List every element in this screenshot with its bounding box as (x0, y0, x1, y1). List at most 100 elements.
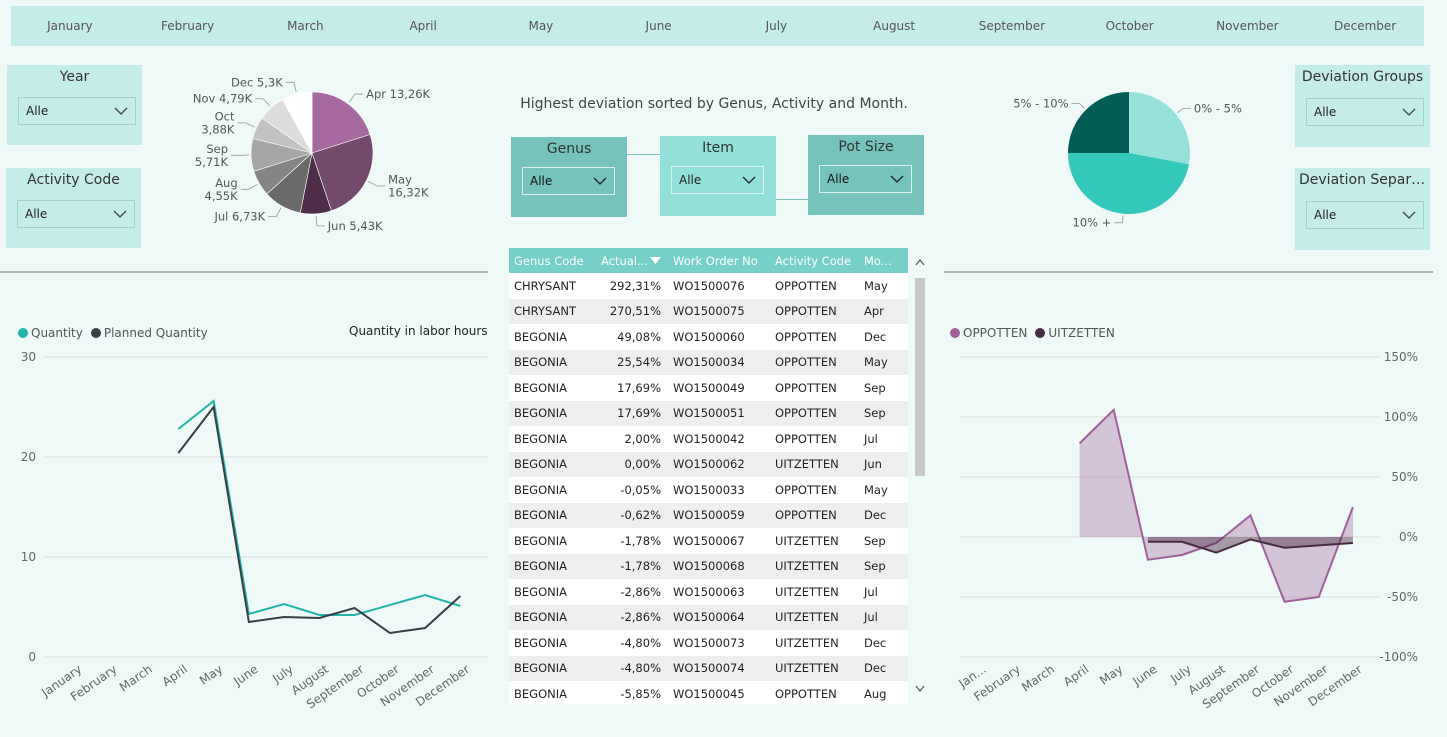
pie-leader-line (1114, 215, 1124, 224)
x-tick-label: June (1129, 662, 1159, 689)
table-row[interactable]: CHRYSANT 292,31% WO1500076 OPPOTTEN May (509, 273, 908, 299)
table-cell: -5,85% (620, 686, 661, 701)
month-button-may[interactable]: May (528, 19, 554, 33)
pie-leader-line (285, 81, 297, 93)
table-row[interactable]: BEGONIA -0,05% WO1500033 OPPOTTEN May (509, 477, 908, 503)
table-row[interactable]: BEGONIA 2,00% WO1500042 OPPOTTEN Jul (509, 426, 908, 452)
month-button-january[interactable]: January (47, 19, 93, 33)
table-row[interactable]: BEGONIA 25,54% WO1500034 OPPOTTEN May (509, 349, 908, 375)
pie-slice-label: Sep 5,71K (195, 142, 229, 169)
sort-descending-icon (650, 256, 661, 264)
table-cell: Apr (859, 298, 908, 324)
column-header-label: Work Order No (673, 253, 758, 268)
table-cell: WO1500049 (673, 380, 745, 395)
month-button-september[interactable]: September (978, 19, 1046, 33)
table-cell: WO1500075 (668, 298, 770, 324)
legend-label-oppotten: OPPOTTEN (963, 326, 1028, 340)
x-tick-label: May (1097, 662, 1125, 688)
table-cell: Dec (859, 655, 908, 681)
table-row[interactable]: BEGONIA 49,08% WO1500060 OPPOTTEN Dec (509, 324, 908, 350)
deviation-groups-slicer-title: Deviation Groups (1301, 69, 1424, 85)
table-cell: 0,00% (593, 451, 668, 477)
table-cell: Sep (859, 400, 908, 426)
table-row[interactable]: BEGONIA 17,69% WO1500049 OPPOTTEN Sep (509, 375, 908, 401)
month-button-february[interactable]: February (161, 19, 215, 33)
table-cell: UITZETTEN (770, 553, 859, 579)
pie-slice-label: 0% - 5% (1194, 101, 1242, 115)
table-cell: OPPOTTEN (770, 400, 859, 426)
table-cell: Jul (864, 431, 878, 446)
table-cell: UITZETTEN (770, 604, 859, 630)
table-row[interactable]: BEGONIA -2,86% WO1500064 UITZETTEN Jul (509, 604, 908, 630)
table-cell: 17,69% (593, 400, 668, 426)
pot-size-slicer: Pot Size Alle (808, 135, 924, 215)
month-button-march[interactable]: March (287, 19, 324, 33)
month-button-november[interactable]: November (1216, 19, 1279, 33)
x-tick-label: March (1019, 662, 1057, 694)
table-cell: WO1500076 (673, 278, 745, 293)
table-cell: -2,86% (593, 604, 668, 630)
table-cell: BEGONIA (509, 553, 593, 579)
table-row[interactable]: BEGONIA -4,80% WO1500073 UITZETTEN Dec (509, 630, 908, 656)
table-cell: WO1500051 (668, 400, 770, 426)
y-tick-label: -100% (1379, 650, 1418, 664)
table-row[interactable]: BEGONIA -1,78% WO1500067 UITZETTEN Sep (509, 528, 908, 554)
table-row[interactable]: BEGONIA -0,62% WO1500059 OPPOTTEN Dec (509, 502, 908, 528)
item-dropdown[interactable]: Alle (671, 166, 764, 194)
table-row[interactable]: CHRYSANT 270,51% WO1500075 OPPOTTEN Apr (509, 298, 908, 324)
column-header-label: Activity Code (775, 253, 852, 268)
y-tick-label: 0% (1399, 530, 1418, 544)
table-cell: OPPOTTEN (775, 431, 837, 446)
column-header-label: Mo... (864, 253, 892, 268)
month-button-december[interactable]: December (1334, 19, 1397, 33)
series-area-uitzetten (1147, 537, 1353, 553)
month-slicer-bar: January February March April May June July Augu… (11, 6, 1424, 46)
table-cell: UITZETTEN (770, 451, 859, 477)
table-scrollbar[interactable] (912, 248, 928, 704)
table-cell: OPPOTTEN (775, 278, 837, 293)
column-header[interactable]: Mo... (859, 248, 908, 273)
year-slicer-title: Year (59, 69, 90, 85)
table-row[interactable]: BEGONIA -1,78% WO1500068 UITZETTEN Sep (509, 553, 908, 579)
year-dropdown[interactable]: Alle (18, 97, 136, 125)
y-tick-label: 150% (1384, 350, 1418, 364)
y-tick-label: 30 (21, 350, 36, 364)
genus-dropdown-value: Alle (530, 174, 553, 188)
genus-dropdown[interactable]: Alle (522, 167, 615, 195)
table-row[interactable]: BEGONIA 0,00% WO1500062 UITZETTEN Jun (509, 451, 908, 477)
month-button-august[interactable]: August (873, 19, 916, 33)
table-cell: OPPOTTEN (770, 502, 859, 528)
pie-slice-label: Jul 6,73K (213, 210, 265, 224)
table-cell: WO1500042 (673, 431, 745, 446)
table-row[interactable]: BEGONIA -5,85% WO1500045 OPPOTTEN Aug (509, 681, 908, 704)
pot-size-dropdown[interactable]: Alle (819, 165, 912, 193)
month-button-june[interactable]: June (645, 19, 672, 33)
table-cell: OPPOTTEN (770, 298, 859, 324)
column-header[interactable]: Activity Code (770, 248, 859, 273)
table-cell: Aug (864, 686, 887, 701)
column-header[interactable]: Work Order No (668, 248, 770, 273)
deviation-separation-dropdown[interactable]: Alle (1306, 201, 1424, 229)
scroll-up-arrow-icon (915, 259, 925, 266)
table-cell: -2,86% (620, 584, 661, 599)
chevron-down-icon (114, 107, 128, 115)
month-button-october[interactable]: October (1105, 19, 1154, 33)
pie-leader-line (237, 122, 255, 128)
table-cell: WO1500045 (673, 686, 745, 701)
table-cell: WO1500034 (668, 349, 770, 375)
deviation-groups-dropdown[interactable]: Alle (1306, 98, 1424, 126)
divider-left (0, 271, 488, 273)
legend-swatch (950, 328, 960, 338)
series-line-planned-quantity (177, 404, 462, 635)
month-button-april[interactable]: April (409, 19, 437, 33)
deviation-area-chart: 150%100%50%0%-50%-100%Jan...FebruaryMarc… (955, 350, 1418, 712)
column-header[interactable]: Actual... (593, 248, 668, 273)
activity-code-dropdown[interactable]: Alle (17, 200, 135, 228)
table-row[interactable]: BEGONIA 17,69% WO1500051 OPPOTTEN Sep (509, 400, 908, 426)
pie-leader-line (368, 181, 386, 187)
table-cell: -4,80% (620, 635, 661, 650)
column-header[interactable]: Genus Code (509, 248, 593, 273)
month-button-july[interactable]: July (765, 19, 788, 33)
table-row[interactable]: BEGONIA -4,80% WO1500074 UITZETTEN Dec (509, 655, 908, 681)
table-row[interactable]: BEGONIA -2,86% WO1500063 UITZETTEN Jul (509, 579, 908, 605)
